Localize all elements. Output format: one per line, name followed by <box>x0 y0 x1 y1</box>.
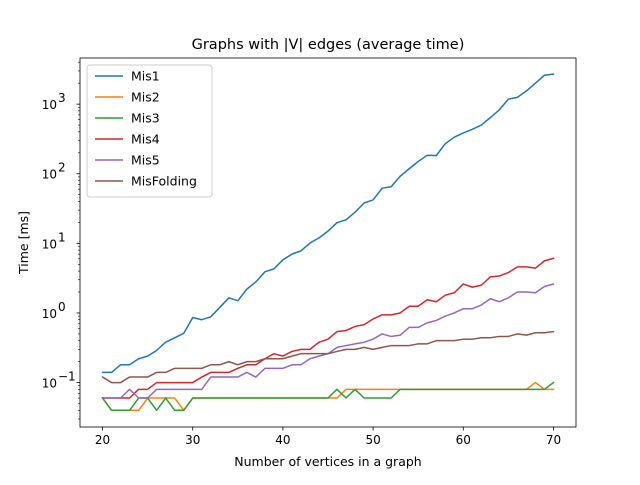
y-tick-exponent: 0 <box>58 300 66 314</box>
x-tick-label: 20 <box>95 433 110 447</box>
chart-title: Graphs with |V| edges (average time) <box>192 37 465 53</box>
y-axis-label: Time [ms] <box>16 211 31 275</box>
series-line-mis3 <box>101 381 555 412</box>
series-line-mis1 <box>101 73 555 374</box>
x-tick-label: 40 <box>275 433 290 447</box>
legend-label-misfolding: MisFolding <box>131 174 197 189</box>
legend-box <box>86 64 213 198</box>
x-tick-label: 30 <box>185 433 200 447</box>
legend-label-mis3: Mis3 <box>131 111 160 126</box>
y-tick-label: 10 <box>42 237 57 251</box>
legend-label-mis1: Mis1 <box>131 69 160 84</box>
y-tick-exponent: 1 <box>58 230 66 244</box>
x-tick-label: 50 <box>365 433 380 447</box>
y-tick-label: 10 <box>42 168 57 182</box>
legend: Mis1 Mis2 Mis3 Mis4 Mis5 MisFolding <box>86 64 213 198</box>
x-tick-label: 70 <box>546 433 561 447</box>
y-tick-exponent: 2 <box>58 161 66 175</box>
series-line-mis4 <box>101 257 555 399</box>
plot-frame <box>79 57 577 428</box>
legend-label-mis2: Mis2 <box>131 90 160 105</box>
legend-label-mis4: Mis4 <box>131 132 160 147</box>
y-tick-label: 10 <box>42 98 57 112</box>
x-axis-label: Number of vertices in a graph <box>234 454 421 469</box>
y-tick-label: 10 <box>42 307 57 321</box>
series-line-misfolding <box>101 330 555 384</box>
series-layer <box>101 73 555 412</box>
x-axis: 20 30 40 50 60 70 <box>95 427 561 447</box>
y-tick-exponent: −1 <box>58 370 76 384</box>
y-tick-label: 10 <box>42 377 57 391</box>
x-tick-label: 60 <box>456 433 471 447</box>
y-tick-exponent: 3 <box>58 91 66 105</box>
legend-label-mis5: Mis5 <box>131 153 160 168</box>
